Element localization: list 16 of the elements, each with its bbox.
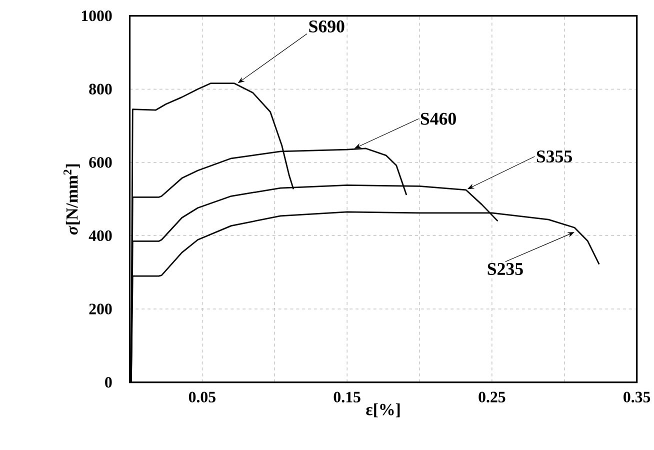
y-tick-label: 200 [89,304,112,315]
annotation: S355 [536,150,572,163]
y-tick-label: 600 [89,157,112,168]
y-tick-label: 800 [89,84,112,95]
x-tick-label: 0.25 [478,392,506,403]
x-tick-label: 0.15 [334,392,360,403]
annotation: S235 [488,263,523,276]
x-axis-title: ε[%] [366,404,400,418]
x-tick-label: 0.05 [188,392,216,403]
y-tick-label: 0 [105,377,112,388]
x-tick-label: 0.35 [624,392,650,403]
y-tick-label: 400 [88,230,112,242]
y-tick-label: 1000 [82,10,112,22]
annotation: S690 [309,20,344,33]
y-axis-title: σ[N/mm$^{2}$] [64,164,80,235]
annotation: S460 [420,112,456,125]
